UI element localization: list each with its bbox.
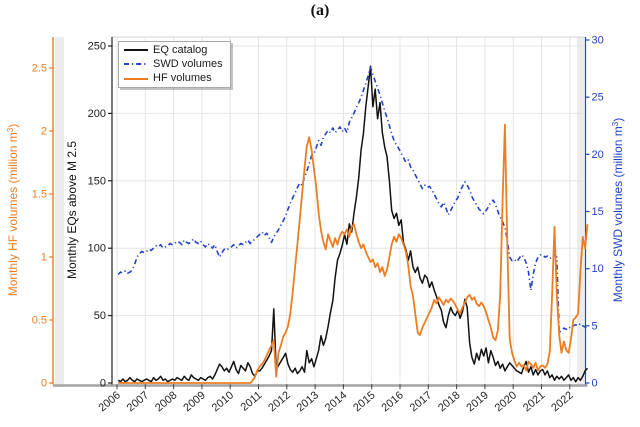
x-tick-label: 2014 <box>323 389 349 414</box>
x-tick-label: 2012 <box>266 389 292 414</box>
swd-axis-tick-label: 30 <box>592 35 604 47</box>
x-tick-label: 2015 <box>351 389 377 414</box>
x-tick-label: 2017 <box>408 389 434 414</box>
x-tick-label: 2022 <box>549 389 575 414</box>
swd-axis-tick-label: 10 <box>592 263 604 275</box>
swd-axis-tick-label: 20 <box>592 149 604 161</box>
x-tick-label: 2021 <box>521 389 547 414</box>
eq-line-sample <box>124 49 148 52</box>
legend-item-eq-catalog: EQ catalog <box>119 44 230 57</box>
legend: EQ catalog SWD volumes HF volumes <box>118 41 231 88</box>
swd-axis-tick-label: 25 <box>592 92 604 104</box>
eq-axis-tick-label: 250 <box>88 41 106 53</box>
x-tick-label: 2008 <box>153 389 179 414</box>
x-tick-label: 2013 <box>295 389 321 414</box>
eq-axis-tick-label: 150 <box>88 175 106 187</box>
series-line-hf <box>118 123 589 384</box>
hf-axis-tick-label: 2 <box>41 126 47 138</box>
series-line-eq <box>117 65 589 383</box>
x-tick-label: 2016 <box>379 389 405 414</box>
eq-axis-tick-label: 100 <box>88 243 106 255</box>
legend-label-eq: EQ catalog <box>153 43 208 56</box>
x-tick-label: 2006 <box>96 389 122 414</box>
legend-item-swd-volumes: SWD volumes <box>119 58 230 71</box>
figure-title: (a) <box>310 2 330 19</box>
hf-axis-title: Monthly HF volumes (million m3) <box>6 124 20 297</box>
hf-axis-tick-label: 0.5 <box>32 315 47 327</box>
x-tick-label: 2007 <box>125 389 151 414</box>
legend-item-hf-volumes: HF volumes <box>119 72 230 85</box>
swd-axis-tick-label: 0 <box>592 378 598 390</box>
legend-label-hf: HF volumes <box>153 72 212 85</box>
swd-axis-tick-label: 15 <box>592 206 604 218</box>
swd-line-sample <box>124 63 148 66</box>
hf-axis-tick-label: 2.5 <box>32 63 47 75</box>
legend-label-swd: SWD volumes <box>153 57 223 70</box>
hf-axis-tick-label: 1 <box>41 252 47 264</box>
x-tick-label: 2019 <box>464 389 490 414</box>
x-tick-label: 2011 <box>239 389 265 413</box>
swd-axis-tick-label: 5 <box>592 320 598 332</box>
hf-line-sample <box>124 77 148 80</box>
eq-axis-tick-label: 50 <box>94 310 106 322</box>
x-tick-label: 2010 <box>210 389 236 414</box>
series-line-swd <box>117 66 589 334</box>
hf-axis-band <box>55 37 64 385</box>
eq-axis-title: Monthly EQs above M 2.5 <box>65 141 79 279</box>
hf-axis-tick-label: 0 <box>41 378 47 390</box>
x-tick-label: 2009 <box>181 389 207 414</box>
swd-axis-band <box>577 37 585 385</box>
x-tick-label: 2020 <box>493 389 519 414</box>
eq-axis-tick-label: 200 <box>88 108 106 120</box>
eq-axis-tick-label: 0 <box>100 378 106 390</box>
hf-axis-tick-label: 1.5 <box>32 189 47 201</box>
x-tick-label: 2018 <box>436 389 462 414</box>
swd-axis-title: Monthly SWD volumes (million m3) <box>611 118 625 303</box>
x-axis-spine <box>53 384 588 387</box>
